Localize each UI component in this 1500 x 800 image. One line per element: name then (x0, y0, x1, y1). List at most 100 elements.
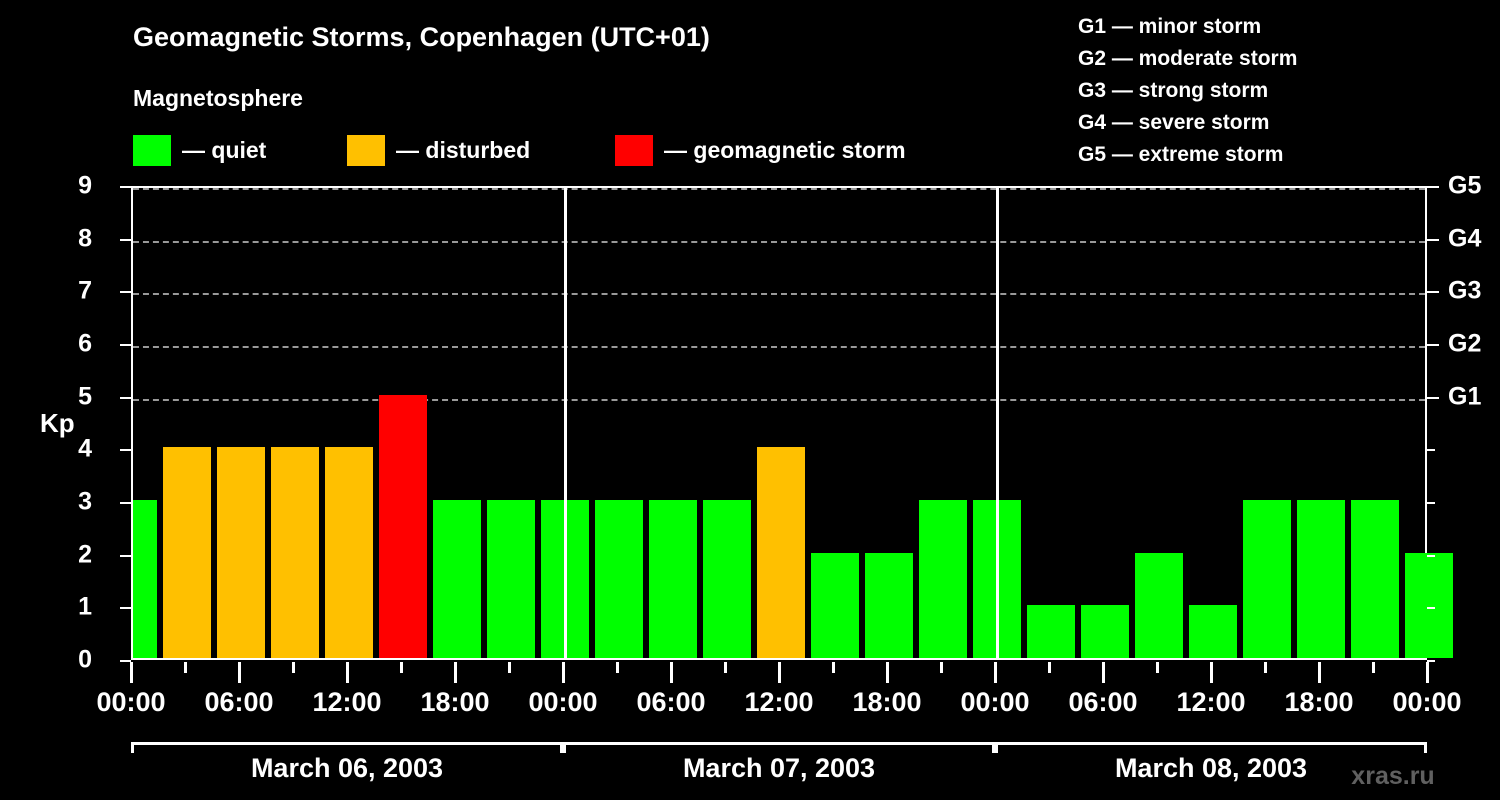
x-tick-major (1210, 662, 1213, 683)
y-tick-label-9: 9 (78, 171, 92, 200)
y-tick-label-5: 5 (78, 382, 92, 411)
bar (595, 500, 643, 658)
x-tick-major (670, 662, 673, 683)
legend-swatch-quiet (133, 134, 171, 166)
x-tick-label: 12:00 (744, 687, 814, 717)
y-tick-label-4: 4 (78, 434, 92, 463)
bar (487, 500, 535, 658)
gscale-legend-line-5: G5 — extreme storm (1078, 143, 1284, 166)
date-label-2: March 07, 2003 (682, 753, 876, 783)
right-tick-label-G5: G5 (1448, 171, 1482, 200)
gridline-kp-5 (133, 398, 1425, 401)
y-axis-title: Kp (40, 408, 75, 438)
bar (163, 447, 211, 658)
y-tick-mark-7 (120, 291, 131, 294)
gscale-legend: G1 — minor storm G2 — moderate storm G3 — … (1078, 11, 1297, 171)
gscale-legend-line-3: G3 — strong storm (1078, 79, 1269, 102)
bar (811, 552, 859, 658)
y-tick-mark-4 (120, 449, 131, 452)
x-tick-minor (400, 662, 403, 673)
bar (919, 500, 967, 658)
gscale-legend-line-1: G1 — minor storm (1078, 15, 1262, 38)
x-tick-minor (1048, 662, 1051, 673)
x-tick-minor (1156, 662, 1159, 673)
right-tick-label-G3: G3 (1448, 276, 1482, 305)
x-tick-label: 12:00 (312, 687, 382, 717)
x-tick-major (238, 662, 241, 683)
y-tick-label-0: 0 (78, 645, 92, 674)
right-minor-tick-kp-9 (1427, 186, 1435, 188)
x-tick-major (346, 662, 349, 683)
x-tick-label: 00:00 (1392, 687, 1462, 717)
y-tick-label-6: 6 (78, 329, 92, 358)
x-tick-minor (184, 662, 187, 673)
watermark: xras.ru (1351, 762, 1435, 790)
right-tick-label-G2: G2 (1448, 329, 1482, 358)
x-tick-major (1318, 662, 1321, 683)
gscale-legend-line-4: G4 — severe storm (1078, 111, 1270, 134)
bar (1297, 500, 1345, 658)
bar (865, 552, 913, 658)
day-divider-1 (564, 188, 567, 658)
bar (1189, 605, 1237, 658)
bar (217, 447, 265, 658)
legend-swatch-geomagnetic-storm (615, 134, 653, 166)
x-tick-minor (724, 662, 727, 673)
plot-inner (133, 188, 1453, 658)
x-tick-major (994, 662, 997, 683)
y-tick-label-1: 1 (78, 592, 92, 621)
page-title: Geomagnetic Storms, Copenhagen (UTC+01) (133, 22, 710, 52)
y-tick-mark-1 (120, 607, 131, 610)
x-tick-major (562, 662, 565, 683)
bar (133, 500, 157, 658)
y-tick-label-7: 7 (78, 276, 92, 305)
date-label-1: March 06, 2003 (250, 753, 444, 783)
bar (1405, 552, 1453, 658)
legend-label-disturbed: — disturbed (396, 136, 531, 163)
legend-swatch-disturbed (347, 134, 385, 166)
legend-label-geomagnetic-storm: — geomagnetic storm (664, 136, 906, 163)
x-tick-major (778, 662, 781, 683)
bar (1027, 605, 1075, 658)
x-tick-major (1426, 662, 1429, 683)
gscale-legend-line-2: G2 — moderate storm (1078, 47, 1298, 70)
bar (271, 447, 319, 658)
gridline-kp-7 (133, 293, 1425, 296)
y-tick-mark-9 (120, 186, 131, 188)
bar (757, 447, 805, 658)
x-tick-minor (292, 662, 295, 673)
bar (433, 500, 481, 658)
bar (1081, 605, 1129, 658)
legend-heading: Magnetosphere (133, 85, 303, 111)
x-tick-label: 18:00 (1284, 687, 1354, 717)
date-bracket-3 (995, 742, 1427, 753)
y-tick-mark-2 (120, 554, 131, 557)
y-tick-mark-0 (120, 660, 131, 662)
x-tick-minor (1372, 662, 1375, 673)
gridline-kp-8 (133, 240, 1425, 243)
x-tick-label: 00:00 (96, 687, 166, 717)
x-tick-label: 06:00 (636, 687, 706, 717)
right-minor-tick-kp-4 (1427, 449, 1435, 452)
y-tick-label-8: 8 (78, 224, 92, 253)
bar (1351, 500, 1399, 658)
right-minor-tick-kp-6 (1427, 344, 1435, 346)
day-divider-2 (996, 188, 999, 658)
date-bracket-2 (563, 742, 995, 753)
right-tick-label-G1: G1 (1448, 382, 1482, 411)
legend: — quiet — disturbed — geomagnetic storm (133, 134, 1033, 166)
right-minor-tick-kp-1 (1427, 607, 1435, 610)
bar (1135, 552, 1183, 658)
legend-item-quiet: — quiet (133, 134, 266, 166)
bar (703, 500, 751, 658)
bar (325, 447, 373, 658)
y-tick-mark-3 (120, 502, 131, 504)
x-tick-label: 12:00 (1176, 687, 1246, 717)
bar (649, 500, 697, 658)
date-label-3: March 08, 2003 (1114, 753, 1308, 783)
legend-label-quiet: — quiet (182, 136, 267, 163)
x-tick-label: 18:00 (852, 687, 922, 717)
x-tick-label: 00:00 (528, 687, 598, 717)
date-bracket-1 (131, 742, 563, 753)
x-tick-major (886, 662, 889, 683)
